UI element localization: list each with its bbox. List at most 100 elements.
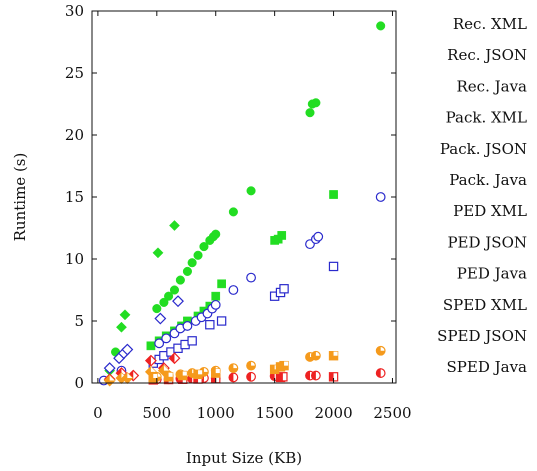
data-point <box>116 321 127 333</box>
legend-item: PED JSON <box>447 233 527 251</box>
data-point <box>161 333 172 344</box>
data-point <box>216 316 227 326</box>
legend-item: PED XML <box>453 202 527 220</box>
data-point <box>119 309 131 321</box>
data-point <box>187 258 197 268</box>
data-point <box>178 370 188 381</box>
data-point <box>168 352 181 365</box>
y-tick-label: 10 <box>65 250 84 268</box>
data-point <box>164 291 174 301</box>
axis-ticks: 0 500 1000 1500 2000 2500 0 5 10 15 20 25 30 <box>65 2 412 422</box>
x-tick-label: 1500 <box>256 404 294 422</box>
data-point <box>146 341 156 351</box>
legend-label: Pack. JSON <box>440 140 527 158</box>
data-point <box>305 108 315 118</box>
data-point <box>211 229 221 239</box>
data-point <box>154 338 165 349</box>
data-point <box>121 343 134 356</box>
data-point <box>228 207 238 217</box>
legend-item: Pack. Java <box>449 171 527 189</box>
legend-label: Pack. XML <box>446 109 527 127</box>
data-point <box>279 360 289 371</box>
data-point <box>205 320 215 330</box>
x-tick-label: 2000 <box>314 404 352 422</box>
y-tick-label: 25 <box>65 64 84 82</box>
data-point <box>246 371 256 382</box>
data-point <box>148 373 158 383</box>
y-tick-label: 30 <box>65 2 84 20</box>
data-point <box>375 345 386 356</box>
y-axis-label: Runtime (s) <box>11 153 29 242</box>
y-tick-label: 5 <box>74 312 84 330</box>
legend-item: Pack. XML <box>446 109 527 127</box>
legend: Rec. XML Rec. JSON Rec. Java Pack. XML Pack.… <box>437 15 527 376</box>
x-tick-label: 0 <box>93 404 103 422</box>
legend-item: PED Java <box>457 265 527 283</box>
legend-label: Rec. JSON <box>447 46 527 64</box>
data-point <box>217 279 226 289</box>
legend-label: PED XML <box>453 202 527 220</box>
data-point <box>313 231 324 242</box>
legend-label: SPED Java <box>447 358 528 376</box>
legend-item: SPED XML <box>443 296 527 314</box>
legend-label: Pack. Java <box>449 171 527 189</box>
y-tick-label: 20 <box>65 126 84 144</box>
legend-label: PED JSON <box>447 233 527 251</box>
data-point <box>210 299 221 310</box>
data-point <box>228 363 239 374</box>
data-point <box>211 368 221 378</box>
legend-item: SPED JSON <box>437 327 527 345</box>
data-point <box>103 362 116 375</box>
data-point <box>277 231 287 240</box>
y-tick-label: 0 <box>74 374 84 392</box>
legend-item: Rec. XML <box>453 15 527 33</box>
data-point <box>310 370 321 381</box>
data-point <box>187 336 197 346</box>
data-point <box>375 368 386 378</box>
data-point <box>193 369 203 380</box>
series-sped-java <box>148 351 339 383</box>
data-point <box>193 250 203 260</box>
x-tick-label: 1000 <box>197 404 235 422</box>
data-point <box>199 242 209 252</box>
series-sped-json <box>103 364 170 387</box>
y-tick-label: 15 <box>65 188 84 206</box>
legend-item: Pack. JSON <box>440 140 527 158</box>
data-point <box>329 190 338 199</box>
data-point <box>279 284 289 294</box>
data-point <box>175 275 185 285</box>
x-tick-label: 2500 <box>373 404 411 422</box>
data-point <box>246 186 256 196</box>
x-tick-label: 500 <box>142 404 171 422</box>
legend-item: Rec. Java <box>457 77 528 95</box>
data-point <box>182 266 192 276</box>
data-point <box>169 220 180 231</box>
data-point <box>144 354 157 367</box>
data-point <box>246 360 256 371</box>
data-point <box>375 192 386 202</box>
data-point <box>103 374 116 387</box>
data-point <box>278 372 288 382</box>
data-point <box>376 21 386 31</box>
data-point <box>169 285 180 295</box>
data-point <box>211 291 221 301</box>
data-point <box>246 272 256 283</box>
legend-label: PED Java <box>457 265 527 283</box>
data-point <box>311 98 321 108</box>
data-point <box>172 295 184 308</box>
legend-label: SPED JSON <box>437 327 527 345</box>
legend-label: Rec. Java <box>457 77 528 95</box>
series-rec-xml <box>111 21 386 357</box>
series-pack-json <box>103 295 184 375</box>
legend-label: SPED XML <box>443 296 527 314</box>
data-point <box>182 321 193 331</box>
data-point <box>228 285 239 295</box>
data-point <box>157 364 170 377</box>
data-marks <box>98 21 386 387</box>
legend-item: SPED Java <box>447 358 528 376</box>
data-point <box>159 297 169 307</box>
data-point <box>163 372 174 382</box>
data-point <box>328 351 339 361</box>
